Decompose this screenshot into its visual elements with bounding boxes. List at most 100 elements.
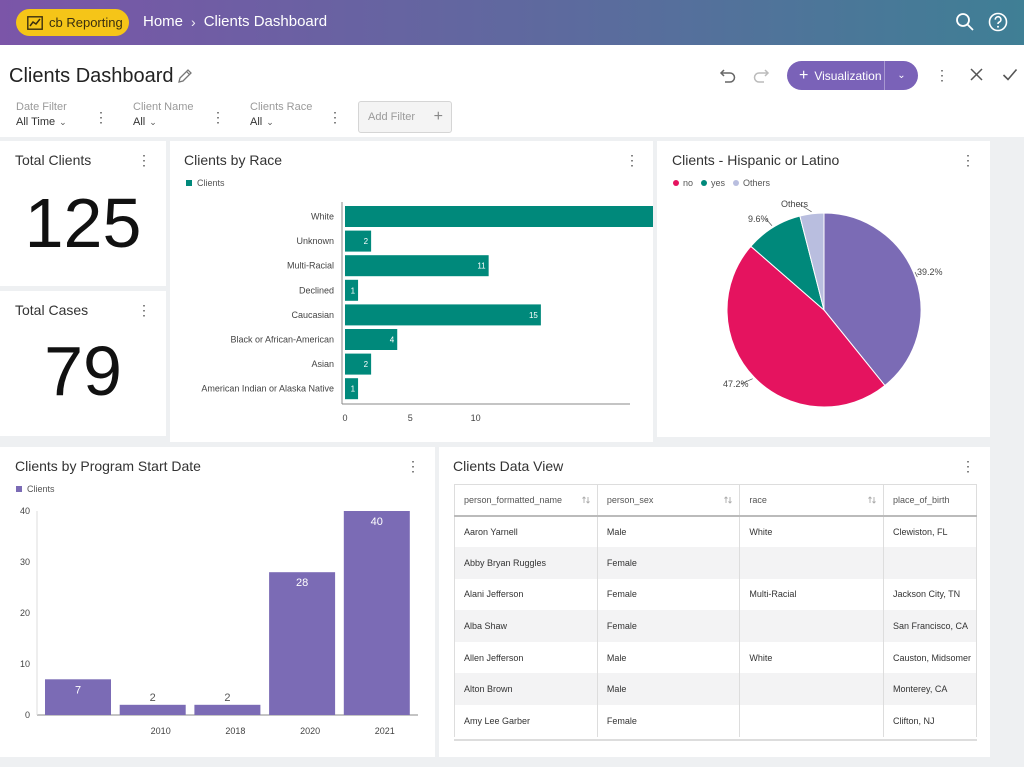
slice-label: 47.2% bbox=[723, 379, 749, 389]
y-tick-label: Black or African-American bbox=[230, 335, 334, 345]
total-clients-card: Total Clients ⋮ 125 bbox=[0, 141, 166, 286]
filter-value: All Time bbox=[16, 116, 56, 128]
column-header[interactable]: place_of_birth bbox=[883, 484, 977, 517]
undo-icon[interactable] bbox=[719, 67, 737, 83]
table-cell: Female bbox=[596, 610, 741, 642]
bar bbox=[345, 206, 653, 227]
table-cell: Aaron Yarnell bbox=[454, 515, 598, 548]
filter-client-name[interactable]: Client Name All ⌄ bbox=[133, 101, 194, 128]
page-title: Clients Dashboard bbox=[9, 65, 174, 87]
bar bbox=[345, 329, 398, 350]
bar bbox=[345, 230, 372, 252]
table-cell: Male bbox=[596, 515, 741, 548]
visualization-button[interactable]: + Visualization ⌄ bbox=[787, 61, 918, 90]
table-row[interactable]: Abby Bryan Ruggles Female bbox=[454, 547, 977, 579]
pie-slice bbox=[726, 245, 886, 408]
data-label: 2 bbox=[364, 360, 369, 369]
add-filter-button[interactable]: Add Filter + bbox=[358, 101, 452, 133]
bar bbox=[194, 704, 261, 715]
breadcrumb-home[interactable]: Home bbox=[143, 13, 184, 30]
brand-badge[interactable]: cb Reporting bbox=[16, 9, 129, 36]
x-tick-label: 2021 bbox=[375, 726, 395, 736]
table-cell: San Francisco, CA bbox=[883, 610, 977, 642]
close-icon[interactable] bbox=[969, 67, 984, 82]
table-cell: White bbox=[739, 515, 884, 548]
race-bar-chart: White34Unknown2Multi-Racial11Declined1Ca… bbox=[201, 202, 653, 423]
table-cell: Causton, Midsomer bbox=[883, 641, 977, 674]
plus-icon: + bbox=[799, 66, 809, 84]
more-options-icon[interactable]: ⋮ bbox=[625, 152, 639, 168]
table-cell bbox=[739, 547, 884, 579]
add-visualization-button[interactable]: + Visualization bbox=[787, 61, 885, 90]
visualization-label: Visualization bbox=[814, 68, 882, 83]
column-header-label: person_formatted_name bbox=[464, 494, 563, 505]
filter-date[interactable]: Date Filter All Time ⌄ bbox=[16, 101, 67, 128]
leader-line bbox=[798, 203, 812, 213]
filter-clients-race[interactable]: Clients Race All ⌄ bbox=[250, 101, 312, 128]
column-header[interactable]: race bbox=[739, 484, 884, 517]
column-header[interactable]: person_formatted_name bbox=[454, 484, 598, 517]
program-bar-chart: 0 10 20 30 40 7 2 2010 2 2018 28 2020 40 2021 bbox=[20, 506, 418, 736]
y-tick-label: White bbox=[311, 212, 334, 222]
top-bar: cb Reporting Home › Clients Dashboard bbox=[0, 0, 1024, 45]
table-row[interactable]: Aaron Yarnell Male White Clewiston, FL bbox=[454, 515, 977, 548]
column-header-label: person_sex bbox=[606, 494, 654, 505]
table-row[interactable]: Alton Brown Male Monterey, CA bbox=[454, 673, 977, 706]
sort-icon[interactable] bbox=[581, 495, 591, 505]
more-options-icon[interactable]: ⋮ bbox=[137, 302, 151, 318]
column-header[interactable]: person_sex bbox=[596, 484, 741, 517]
data-label: 4 bbox=[390, 336, 395, 345]
table-cell: Female bbox=[596, 547, 741, 579]
x-tick-label: 0 bbox=[342, 413, 347, 423]
table-row[interactable]: Allen Jefferson Male White Causton, Midsome… bbox=[454, 641, 977, 674]
more-options-icon[interactable]: ⋮ bbox=[961, 152, 975, 168]
help-icon[interactable] bbox=[988, 12, 1008, 32]
more-options-icon[interactable]: ⋮ bbox=[406, 458, 420, 474]
data-label: 15 bbox=[529, 311, 538, 320]
clients-by-race-card: Clients by Race ⋮ Clients White34Unknown… bbox=[170, 141, 653, 442]
table-cell: Female bbox=[596, 578, 741, 611]
redo-icon[interactable] bbox=[752, 67, 770, 83]
table-cell: Amy Lee Garber bbox=[454, 705, 598, 737]
chevron-down-icon[interactable]: ⌄ bbox=[897, 70, 906, 81]
legend-label: no bbox=[683, 178, 694, 188]
x-tick-label: 2018 bbox=[225, 726, 245, 736]
leader-line bbox=[914, 271, 918, 278]
more-options-icon[interactable]: ⋮ bbox=[961, 458, 975, 474]
filter-options-icon[interactable]: ⋮ bbox=[328, 109, 342, 125]
sort-icon[interactable] bbox=[723, 495, 733, 505]
table-cell: Multi-Racial bbox=[739, 578, 884, 611]
pencil-icon[interactable] bbox=[177, 68, 193, 84]
y-tick-label: Unknown bbox=[296, 236, 334, 246]
column-header-label: race bbox=[749, 494, 767, 505]
kpi-value: 79 bbox=[44, 332, 122, 410]
x-tick-label: 2020 bbox=[300, 726, 320, 736]
y-tick-label: 20 bbox=[20, 608, 30, 618]
plus-icon: + bbox=[433, 108, 443, 125]
more-options-icon[interactable]: ⋮ bbox=[935, 67, 949, 83]
more-options-icon[interactable]: ⋮ bbox=[137, 152, 151, 168]
card-title: Clients by Race bbox=[184, 152, 283, 168]
y-tick-label: 30 bbox=[20, 557, 30, 567]
filter-label: Clients Race bbox=[250, 101, 313, 113]
search-icon[interactable] bbox=[955, 12, 975, 32]
table-row[interactable]: Alani Jefferson Female Multi-Racial Jackson… bbox=[454, 578, 977, 611]
table-cell bbox=[739, 673, 884, 706]
y-tick-label: Asian bbox=[311, 359, 334, 369]
filter-options-icon[interactable]: ⋮ bbox=[94, 109, 108, 125]
legend-label: Clients bbox=[27, 484, 55, 494]
data-label: 2 bbox=[150, 692, 156, 704]
filter-value: All bbox=[250, 116, 263, 128]
legend-swatch bbox=[16, 486, 22, 492]
check-icon[interactable] bbox=[1002, 67, 1018, 82]
table-cell: Clewiston, FL bbox=[883, 515, 977, 548]
data-label: 1 bbox=[351, 385, 356, 394]
table-row[interactable]: Amy Lee Garber Female Clifton, NJ bbox=[454, 705, 977, 737]
table-row[interactable]: Alba Shaw Female San Francisco, CA bbox=[454, 610, 977, 642]
table-cell: Male bbox=[596, 673, 741, 706]
filter-options-icon[interactable]: ⋮ bbox=[211, 109, 225, 125]
legend-dot bbox=[673, 180, 679, 186]
card-title: Clients - Hispanic or Latino bbox=[672, 152, 840, 168]
legend-label: yes bbox=[711, 178, 726, 188]
sort-icon[interactable] bbox=[867, 495, 877, 505]
